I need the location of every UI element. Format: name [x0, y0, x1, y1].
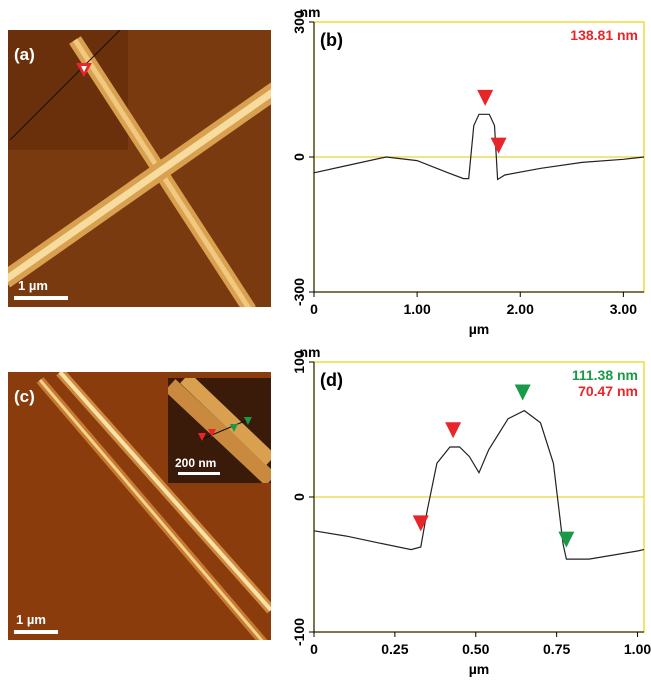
x-tick-label: 1.00: [404, 301, 431, 317]
y-tick-label: -300: [291, 278, 307, 306]
profile-marker: [491, 138, 507, 154]
y-tick-label: 0: [291, 153, 307, 161]
y-axis-label: nm: [300, 4, 321, 20]
panel-label: (b): [320, 30, 343, 50]
profile-marker: [445, 422, 461, 438]
x-axis-label: µm: [469, 321, 490, 337]
annotation: 111.38 nm: [572, 367, 638, 383]
annotation: 70.47 nm: [578, 383, 638, 399]
afm-image-c: [8, 372, 271, 650]
profile-line: [314, 411, 644, 559]
x-tick-label: 0: [310, 641, 318, 657]
x-tick-label: 0.50: [462, 641, 489, 657]
scale-bar-label: 1 µm: [18, 278, 48, 293]
y-tick-label: 0: [291, 493, 307, 501]
x-axis-label: µm: [469, 661, 490, 677]
figure: (a) 1 µm (c) 200 nm 1 µm -300030001.002.…: [0, 0, 651, 677]
annotation: 138.81 nm: [570, 27, 638, 43]
profile-marker: [515, 384, 531, 400]
panel-label: (a): [14, 45, 35, 64]
y-axis-label: nm: [300, 344, 321, 360]
profile-marker: [558, 532, 574, 548]
profile-line: [314, 114, 644, 179]
scale-bar-label: 1 µm: [16, 612, 46, 627]
y-tick-label: -100: [291, 618, 307, 646]
x-tick-label: 0: [310, 301, 318, 317]
x-tick-label: 1.00: [624, 641, 651, 657]
x-tick-label: 2.00: [507, 301, 534, 317]
x-tick-label: 3.00: [610, 301, 637, 317]
x-tick-label: 0.25: [381, 641, 408, 657]
afm-image-a: [5, 30, 290, 310]
panel-label: (c): [14, 387, 35, 406]
panel-label: (d): [320, 370, 343, 390]
x-tick-label: 0.75: [543, 641, 570, 657]
inset-scale-bar-label: 200 nm: [175, 456, 216, 470]
profile-marker: [413, 515, 429, 531]
profile-marker: [477, 90, 493, 106]
